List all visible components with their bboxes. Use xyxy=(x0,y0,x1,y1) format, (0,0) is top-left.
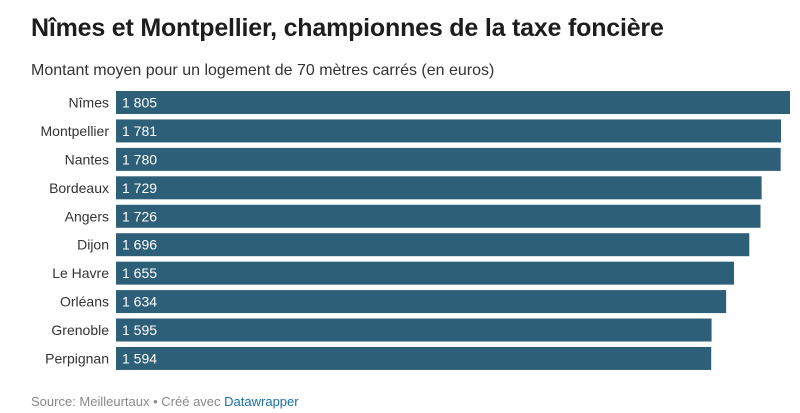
category-label-6: Le Havre xyxy=(52,265,109,281)
bar-5 xyxy=(116,233,750,257)
category-label-0: Nîmes xyxy=(69,95,109,111)
bar-8 xyxy=(116,318,712,342)
category-label-3: Bordeaux xyxy=(49,180,109,196)
value-label-3: 1 729 xyxy=(122,180,157,196)
value-label-0: 1 805 xyxy=(122,95,157,111)
bar-3 xyxy=(116,176,762,200)
bar-0 xyxy=(116,91,790,114)
value-label-1: 1 781 xyxy=(122,123,157,139)
value-label-5: 1 696 xyxy=(122,237,157,253)
category-label-5: Dijon xyxy=(77,237,109,253)
value-label-8: 1 595 xyxy=(122,322,157,338)
made-with-text: Créé avec xyxy=(161,394,225,409)
datawrapper-link[interactable]: Datawrapper xyxy=(224,394,299,409)
bar-chart: Nîmes 1 805 Montpellier 1 781 Nantes 1 780 Bor… xyxy=(41,91,790,370)
category-label-8: Grenoble xyxy=(51,322,109,338)
category-label-7: Orléans xyxy=(60,294,109,310)
value-label-4: 1 726 xyxy=(122,208,157,224)
footer: Source: Meilleurtaux • Créé avec Datawra… xyxy=(31,394,299,409)
value-label-7: 1 634 xyxy=(122,294,157,310)
source-text: Source: Meilleurtaux xyxy=(31,394,150,409)
category-label-2: Nantes xyxy=(65,151,109,167)
bar-4 xyxy=(116,204,761,228)
chart-title: Nîmes et Montpellier, championnes de la … xyxy=(31,14,664,42)
bar-7 xyxy=(116,290,727,314)
bar-9 xyxy=(116,346,712,370)
value-label-6: 1 655 xyxy=(122,265,157,281)
value-label-2: 1 780 xyxy=(122,151,157,167)
bar-1 xyxy=(116,119,782,143)
chart-subtitle: Montant moyen pour un logement de 70 mèt… xyxy=(31,62,495,79)
bar-6 xyxy=(116,261,734,285)
footer-separator: • xyxy=(149,394,162,409)
value-label-9: 1 594 xyxy=(122,350,157,366)
category-label-9: Perpignan xyxy=(45,350,109,366)
category-label-4: Angers xyxy=(65,208,109,224)
category-label-1: Montpellier xyxy=(41,123,110,139)
bar-2 xyxy=(116,147,781,171)
